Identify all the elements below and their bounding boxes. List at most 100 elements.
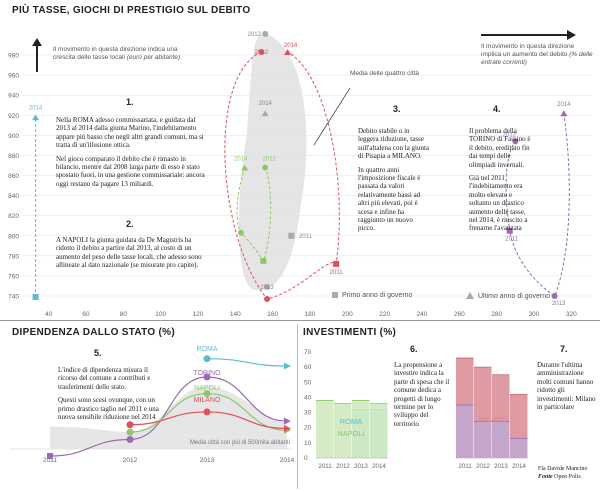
investments-6-text: La propensione a investire indica la par… xyxy=(394,361,450,428)
average-pointer-line xyxy=(313,87,351,146)
investments-title: INVESTIMENTI (%) xyxy=(303,327,397,338)
roma-dependency-end xyxy=(284,362,291,370)
napoli-path xyxy=(236,167,272,262)
avg-2011-point xyxy=(288,232,295,239)
roma-2014-label: 2014 xyxy=(29,105,43,111)
milano-dependency-label: MILANO xyxy=(194,397,221,404)
legend-last-year: Ultimo anno di governo xyxy=(466,292,550,300)
note-up: Il movimento in questa direzione indica … xyxy=(53,46,181,61)
x-tick-label: 40 xyxy=(45,311,53,318)
napoli-investment-bar xyxy=(316,400,334,458)
investment-y-tick: 30 xyxy=(304,410,312,417)
napoli-dependency-point xyxy=(126,428,134,436)
milano-2011-label: 2011 xyxy=(330,270,344,276)
annotation-2-text: A NAPOLI la giunta guidata da De Magistr… xyxy=(56,236,202,270)
avg-2014-label: 2014 xyxy=(259,101,273,107)
main-scatter-chart: 740 760 780 800 820 840 860 880 900 920 940 960 980 4… xyxy=(8,30,592,318)
x-tick-label: 220 xyxy=(379,311,390,318)
dependency-note: Media città con più di 500mila abitanti xyxy=(190,440,290,446)
investment-y-tick: 50 xyxy=(304,379,312,386)
annotation-1-number: 1. xyxy=(126,97,134,107)
investment-y-tick: 10 xyxy=(304,440,312,447)
y-tick-label: 980 xyxy=(8,53,19,60)
napoli-2013-point xyxy=(237,229,244,236)
dependency-x-tick: 2012 xyxy=(123,457,138,464)
dependency-x-tick: 2014 xyxy=(280,457,295,464)
investment-x-tick: 2012 xyxy=(476,463,490,470)
milano-2012-label: 2012 xyxy=(255,50,269,56)
milano-2013-point xyxy=(264,296,271,303)
x-tick-label: 100 xyxy=(155,311,166,318)
investment-x-tick: 2013 xyxy=(354,463,368,470)
investments-bar-chart: 70 60 50 40 30 20 10 0 2011 2012 2013 2014 2011 2012 2… xyxy=(304,349,528,470)
x-tick-label: 240 xyxy=(417,311,428,318)
napoli-2012-point xyxy=(262,164,269,171)
dependency-average-area xyxy=(50,386,287,449)
milano-dependency-end xyxy=(284,424,291,432)
y-tick-label: 800 xyxy=(8,233,19,240)
x-tick-label: 300 xyxy=(529,311,540,318)
y-tick-label: 880 xyxy=(8,153,19,160)
dependency-text: L'indice di dipendenza misura il ricorso… xyxy=(58,366,159,422)
torino-investment-bar xyxy=(510,438,528,458)
torino-dependency-start xyxy=(47,453,53,459)
torino-dependency-line xyxy=(49,376,288,457)
milano-2014-point xyxy=(284,48,292,55)
napoli-2011-point xyxy=(260,257,267,264)
triangle-icon xyxy=(466,292,474,299)
y-tick-label: 920 xyxy=(8,113,19,120)
napoli-investment-bar xyxy=(334,403,352,458)
dependency-x-tick: 2011 xyxy=(43,457,57,464)
investments-7-number: 7. xyxy=(560,344,568,354)
y-tick-label: 840 xyxy=(8,193,19,200)
x-tick-label: 200 xyxy=(342,311,353,318)
torino-2012-point xyxy=(512,138,519,145)
investments-6-number: 6. xyxy=(410,344,418,354)
napoli-investment-bar xyxy=(370,403,388,458)
legend-first-year: Primo anno di governo xyxy=(332,292,412,299)
roma-investment-label: ROMA xyxy=(340,417,363,426)
x-tick-label: 60 xyxy=(82,311,90,318)
investment-y-tick: 0 xyxy=(304,455,308,462)
x-tick-label: 80 xyxy=(120,311,128,318)
annotation-1-text: Nella ROMA adesso commissariata, e guida… xyxy=(56,116,205,188)
annotation-2-number: 2. xyxy=(126,219,134,229)
annotation-4-number: 4. xyxy=(493,104,501,114)
x-tick-label: 180 xyxy=(305,311,316,318)
torino-investment-label: TORINO xyxy=(478,431,507,440)
milano-2014-label: 2014 xyxy=(284,43,298,49)
y-tick-label: 900 xyxy=(8,133,19,140)
napoli-dependency-point xyxy=(203,390,211,398)
milano-path xyxy=(224,51,340,300)
annotation-3-number: 3. xyxy=(393,104,401,114)
y-tick-label: 740 xyxy=(8,294,19,301)
average-area xyxy=(238,32,307,291)
torino-path xyxy=(505,113,570,297)
torino-2011-label: 2011 xyxy=(505,237,519,243)
x-tick-label: 280 xyxy=(491,311,502,318)
torino-2011-point xyxy=(506,227,513,234)
milano-investment-label: MILANO xyxy=(479,415,508,424)
investment-x-tick: 2011 xyxy=(458,463,472,470)
roma-2014-point xyxy=(32,114,40,121)
torino-dependency-point xyxy=(126,435,134,443)
y-tick-label: 940 xyxy=(8,93,19,100)
milano-2011-point xyxy=(333,260,340,267)
torino-dependency-end xyxy=(284,417,291,425)
credit-author: Fla Davide Mancino xyxy=(538,466,588,472)
dependency-number: 5. xyxy=(94,348,102,358)
investment-x-tick: 2014 xyxy=(372,463,386,470)
torino-dependency-point xyxy=(203,373,211,381)
avg-2013-label: 2013 xyxy=(260,285,274,291)
investments-7-text: Durante l'ultima amministrazione molti c… xyxy=(537,361,596,412)
x-tick-label: 160 xyxy=(267,311,278,318)
napoli-2014-label: 2014 xyxy=(234,156,248,162)
torino-investment-bar xyxy=(456,405,474,458)
napoli-investment-label: NAPOLI xyxy=(337,429,365,438)
roma-2011-point xyxy=(32,294,39,301)
x-tick-label: 140 xyxy=(230,311,241,318)
milano-dependency-point xyxy=(126,421,134,429)
avg-2011-label: 2011 xyxy=(299,234,313,240)
note-right: Il movimento in questa direzione implica… xyxy=(481,43,593,66)
investment-x-tick: 2012 xyxy=(336,463,350,470)
